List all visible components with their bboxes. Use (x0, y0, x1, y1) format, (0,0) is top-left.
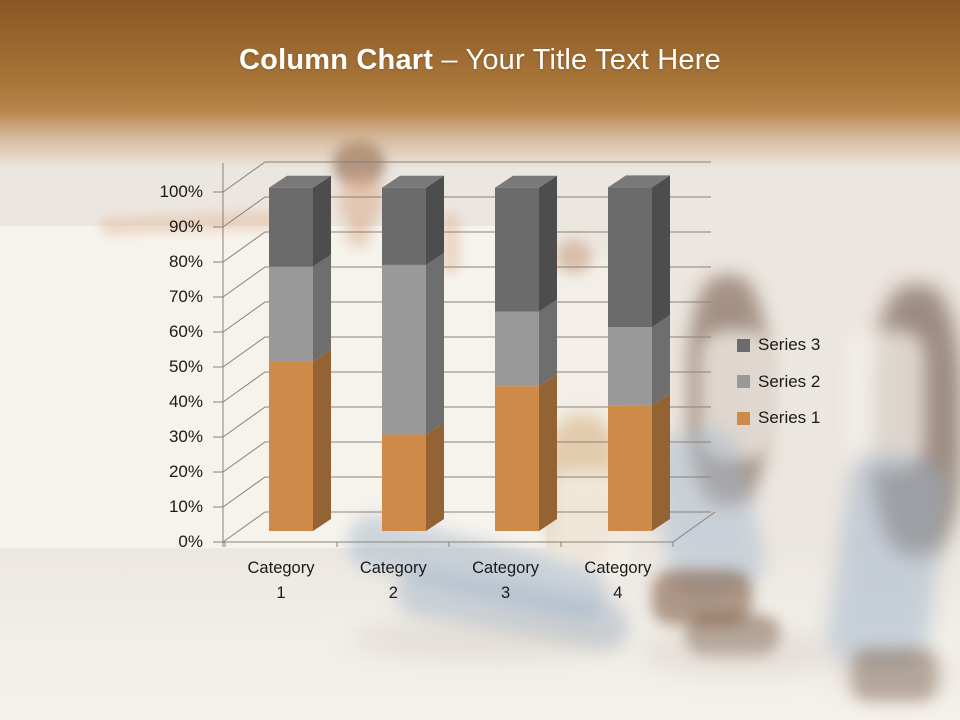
y-axis-tick-label: 50% (168, 357, 203, 376)
photo-figure-shape (350, 620, 630, 660)
photo-figure-shape (850, 330, 925, 470)
legend-color-swatch (737, 338, 750, 352)
legend-color-swatch (737, 375, 750, 388)
column-side-series-2 (539, 299, 557, 387)
y-axis-tick-label: 60% (168, 322, 203, 341)
column-segment-series-1 (608, 405, 652, 531)
legend-item: Series 1 (737, 407, 820, 429)
legend-item: Series 2 (737, 371, 820, 393)
y-axis-tick-label: 30% (168, 427, 203, 446)
category-label: Category 4 (584, 559, 652, 602)
photo-figure-shape (830, 655, 960, 695)
column-top-face (269, 175, 331, 188)
gridline (222, 371, 711, 403)
column-top-face (495, 175, 557, 188)
photo-figure-shape (685, 615, 780, 655)
column-side-series-1 (426, 422, 444, 531)
column-segment-series-1 (382, 434, 426, 531)
y-axis-tick-label: 40% (168, 392, 203, 411)
gridline (222, 476, 711, 508)
photo-figure-shape (640, 630, 840, 675)
column-top-face (382, 175, 444, 188)
photo-figure-shape (440, 212, 460, 274)
gridline (222, 196, 711, 228)
column-segment-series-3 (608, 187, 652, 328)
column-segment-series-1 (269, 361, 313, 531)
legend-label: Series 2 (758, 371, 821, 391)
y-axis-tick-label: 20% (168, 462, 203, 481)
y-axis-tick-label: 100% (159, 182, 203, 201)
y-axis-tick-label: 10% (168, 497, 203, 516)
category-label: Category 3 (472, 559, 540, 602)
photo-figure-shape (345, 222, 371, 248)
column-top-face (608, 175, 670, 188)
y-axis-tick-label: 0% (178, 532, 203, 551)
gridline (222, 231, 711, 263)
gridline (222, 441, 711, 473)
photo-figure-shape (340, 170, 382, 228)
column-segment-series-3 (495, 187, 539, 312)
y-axis-tick-label: 70% (168, 287, 203, 306)
legend-color-swatch (737, 411, 750, 425)
column-side-series-2 (313, 254, 331, 362)
gridline (222, 406, 711, 438)
column-side-series-1 (652, 393, 670, 531)
y-axis-tick-label: 90% (168, 217, 203, 236)
gridline (222, 336, 711, 368)
category-label: Category 1 (247, 559, 315, 602)
legend-label: Series 3 (758, 335, 821, 354)
legend-label: Series 1 (758, 408, 821, 427)
gridline (222, 511, 711, 543)
column-side-series-2 (652, 315, 670, 406)
column-side-series-3 (426, 175, 444, 265)
column-segment-series-2 (382, 264, 426, 435)
y-axis-tick-label: 80% (168, 252, 203, 271)
column-side-series-2 (426, 252, 444, 435)
column-segment-series-2 (608, 327, 652, 406)
column-segment-series-3 (269, 187, 313, 267)
photo-figure-shape (556, 240, 592, 274)
column-side-series-1 (539, 374, 557, 531)
column-side-series-3 (313, 175, 331, 267)
gridline (222, 266, 711, 298)
photo-figure-shape (852, 650, 937, 700)
column-segment-series-1 (495, 386, 539, 531)
category-label: Category 2 (359, 559, 427, 602)
gridline (222, 301, 711, 333)
column-segment-series-2 (269, 266, 313, 362)
column-side-series-3 (539, 175, 557, 312)
column-segment-series-3 (382, 187, 426, 265)
photo-figure-shape (322, 615, 387, 647)
legend-item: Series 3 (737, 334, 820, 356)
column-side-series-3 (652, 175, 670, 328)
column-side-series-1 (313, 349, 331, 531)
column-segment-series-2 (495, 311, 539, 387)
photo-figure-shape (652, 570, 752, 625)
